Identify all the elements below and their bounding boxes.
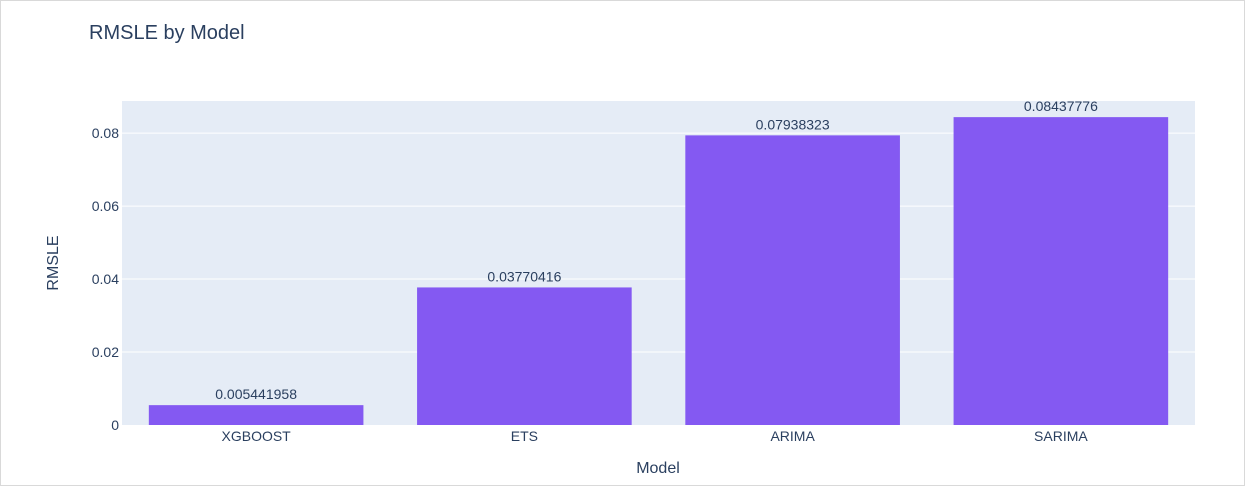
x-tick-label: SARIMA bbox=[1034, 428, 1088, 444]
data-label: 0.08437776 bbox=[1024, 98, 1098, 114]
y-axis-label: RMSLE bbox=[45, 235, 62, 290]
bar-ets[interactable] bbox=[417, 287, 632, 425]
data-label: 0.07938323 bbox=[756, 116, 830, 132]
bar-arima[interactable] bbox=[685, 135, 900, 425]
x-tick-label: ARIMA bbox=[770, 428, 815, 444]
x-axis-label: Model bbox=[636, 460, 680, 477]
data-label: 0.005441958 bbox=[215, 386, 297, 402]
y-tick-label: 0.06 bbox=[92, 198, 119, 214]
bar-xgboost[interactable] bbox=[148, 405, 364, 425]
x-tick-label: ETS bbox=[511, 428, 538, 444]
x-tick-label: XGBOOST bbox=[222, 428, 292, 444]
y-tick-label: 0.08 bbox=[92, 125, 119, 141]
chart-title: RMSLE by Model bbox=[89, 22, 245, 44]
bar-sarima[interactable] bbox=[953, 117, 1169, 426]
y-tick-label: 0.04 bbox=[92, 271, 119, 287]
y-tick-label: 0 bbox=[111, 417, 119, 433]
y-tick-label: 0.02 bbox=[92, 344, 119, 360]
data-label: 0.03770416 bbox=[487, 268, 561, 284]
